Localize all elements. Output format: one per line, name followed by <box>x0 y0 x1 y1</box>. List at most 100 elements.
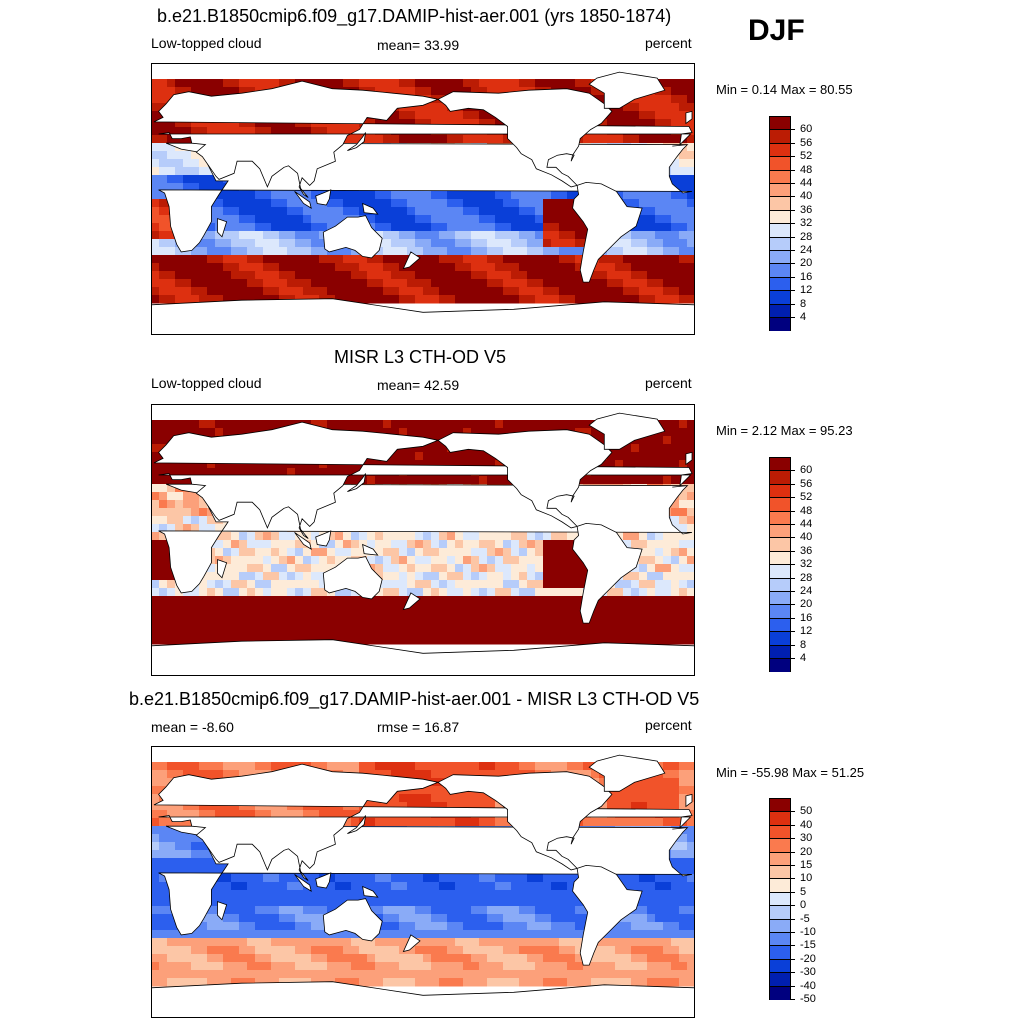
ocean-cell <box>159 524 168 533</box>
ocean-cell <box>439 556 448 565</box>
ocean-cell <box>495 255 504 264</box>
ocean-cell <box>663 548 672 557</box>
ocean-cell <box>271 540 280 549</box>
ocean-cell <box>567 247 576 256</box>
ocean-cell <box>471 287 480 296</box>
ocean-cell <box>447 476 456 485</box>
ocean-cell <box>207 468 216 477</box>
ocean-cell <box>655 636 664 645</box>
ocean-cell <box>247 612 256 621</box>
ocean-cell <box>671 850 680 859</box>
ocean-cell <box>279 79 288 88</box>
ocean-cell <box>175 255 184 264</box>
ocean-cell <box>559 420 568 429</box>
ocean-cell <box>271 628 280 637</box>
ocean-cell <box>687 532 695 541</box>
ocean-cell <box>639 263 648 272</box>
ocean-cell <box>551 255 560 264</box>
ocean-cell <box>311 588 320 597</box>
ocean-cell <box>367 215 376 224</box>
ocean-cell <box>279 271 288 280</box>
ocean-cell <box>335 263 344 272</box>
colorbar-tick-label: 56 <box>800 136 813 149</box>
ocean-cell <box>367 191 376 200</box>
ocean-cell <box>559 556 568 565</box>
ocean-cell <box>303 231 312 240</box>
ocean-cell <box>311 199 320 208</box>
ocean-cell <box>415 271 424 280</box>
ocean-cell <box>687 484 695 493</box>
ocean-cell <box>343 127 352 136</box>
ocean-cell <box>535 247 544 256</box>
ocean-cell <box>151 596 160 605</box>
ocean-cell <box>167 460 176 469</box>
ocean-cell <box>231 263 240 272</box>
ocean-cell <box>479 548 488 557</box>
ocean-cell <box>487 263 496 272</box>
ocean-cell <box>503 770 512 779</box>
ocean-cell <box>279 199 288 208</box>
ocean-cell <box>271 572 280 581</box>
ocean-cell <box>455 223 464 232</box>
ocean-cell <box>679 79 688 88</box>
ocean-cell <box>391 263 400 272</box>
ocean-cell <box>551 215 560 224</box>
ocean-cell <box>511 596 520 605</box>
ocean-cell <box>511 79 520 88</box>
ocean-cell <box>247 271 256 280</box>
ocean-cell <box>495 620 504 629</box>
ocean-cell <box>615 111 624 120</box>
ocean-cell <box>407 628 416 637</box>
ocean-cell <box>239 580 248 589</box>
ocean-cell <box>495 460 504 469</box>
ocean-cell <box>463 111 472 120</box>
ocean-cell <box>151 802 160 811</box>
ocean-cell <box>183 79 192 88</box>
ocean-cell <box>407 564 416 573</box>
ocean-cell <box>311 127 320 136</box>
ocean-cell <box>463 199 472 208</box>
ocean-cell <box>671 271 680 280</box>
ocean-cell <box>471 452 480 461</box>
ocean-cell <box>503 874 512 883</box>
ocean-cell <box>159 420 168 429</box>
ocean-cell <box>199 620 208 629</box>
ocean-cell <box>615 460 624 469</box>
ocean-cell <box>439 223 448 232</box>
ocean-cell <box>615 255 624 264</box>
ocean-cell <box>479 540 488 549</box>
ocean-cell <box>447 762 456 771</box>
ocean-cell <box>687 191 695 200</box>
ocean-cell <box>399 239 408 248</box>
ocean-cell <box>575 295 584 304</box>
ocean-cell <box>679 103 688 112</box>
ocean-cell <box>215 207 224 216</box>
ocean-cell <box>631 239 640 248</box>
ocean-cell <box>687 636 695 645</box>
ocean-cell <box>415 460 424 469</box>
ocean-cell <box>455 548 464 557</box>
ocean-cell <box>391 428 400 437</box>
ocean-cell <box>447 818 456 827</box>
ocean-cell <box>495 271 504 280</box>
ocean-cell <box>647 452 656 461</box>
ocean-cell <box>527 239 536 248</box>
ocean-cell <box>247 810 256 819</box>
ocean-cell <box>495 295 504 304</box>
ocean-cell <box>375 119 384 128</box>
ocean-cell <box>471 79 480 88</box>
ocean-cell <box>207 612 216 621</box>
ocean-cell <box>383 460 392 469</box>
ocean-cell <box>415 223 424 232</box>
ocean-cell <box>303 572 312 581</box>
ocean-cell <box>487 255 496 264</box>
ocean-cell <box>687 215 695 224</box>
ocean-cell <box>575 215 584 224</box>
ocean-cell <box>631 580 640 589</box>
ocean-cell <box>319 279 328 288</box>
ocean-cell <box>207 596 216 605</box>
ocean-cell <box>375 874 384 883</box>
ocean-cell <box>671 842 680 851</box>
ocean-cell <box>159 127 168 136</box>
ocean-cell <box>487 420 496 429</box>
